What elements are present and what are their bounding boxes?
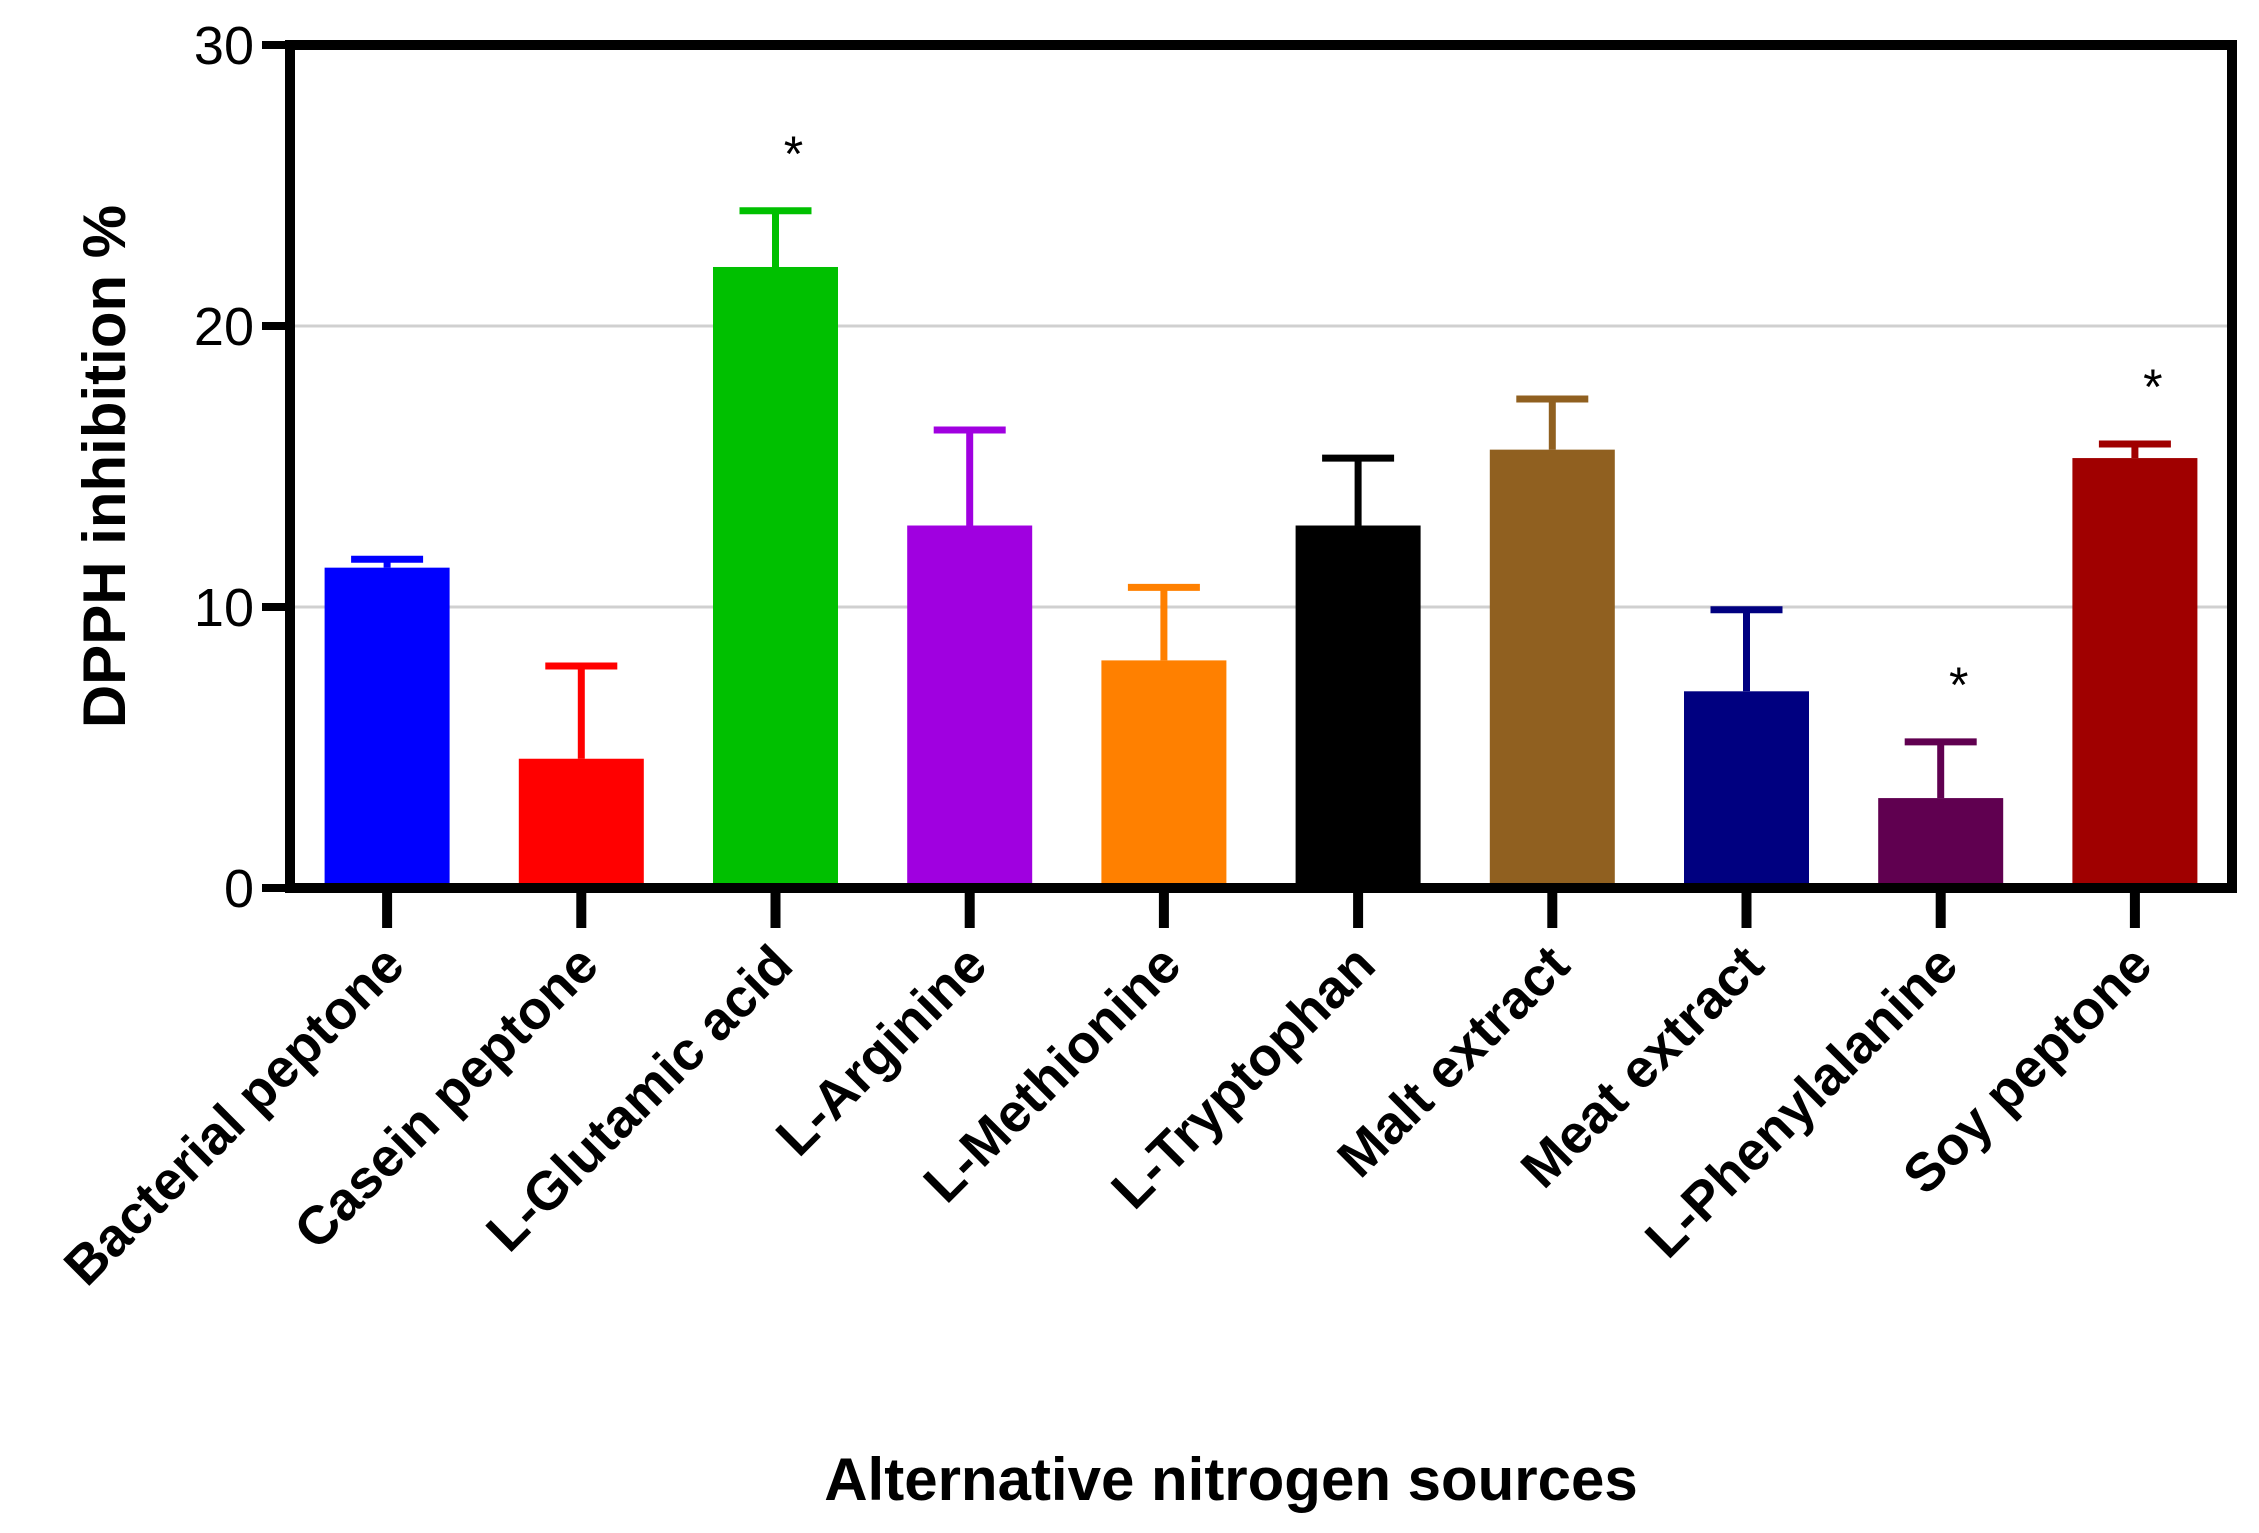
bar [1101,660,1227,888]
y-axis-title: DPPH inhibition % [71,205,138,728]
y-axis: 0 10 20 30 [194,16,290,919]
significance-marker: * [784,126,803,182]
bar [1295,525,1421,888]
y-tick-label: 0 [224,859,254,919]
bar [907,525,1033,888]
bar [518,758,644,888]
bar [1684,691,1809,888]
bar [2072,458,2198,888]
y-tick-label: 20 [194,297,254,357]
significance-marker: * [2143,359,2162,415]
y-tick-label: 10 [194,578,254,638]
bar [1489,449,1615,888]
bar [1878,798,2004,888]
error-bars [351,207,2171,799]
y-tick-label: 30 [194,16,254,76]
bar [324,567,450,888]
plot-frame [285,40,2237,893]
annotations: * * * [784,126,2163,713]
significance-marker: * [1949,657,1968,713]
gridlines [290,324,2232,609]
bars [324,266,2198,888]
x-tick-label: Bacterial peptone [53,934,416,1297]
x-axis-title: Alternative nitrogen sources [824,1446,1638,1513]
bar [713,266,838,888]
